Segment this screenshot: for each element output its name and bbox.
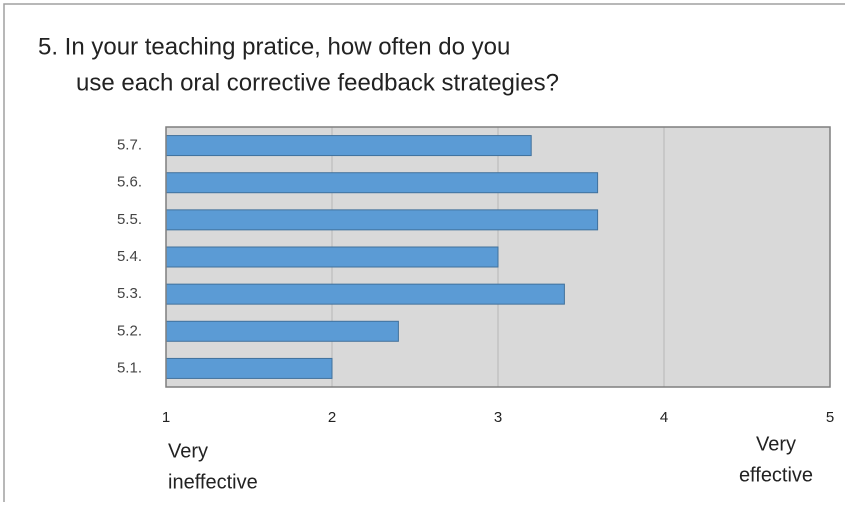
annotation: ineffective (168, 471, 258, 493)
annotation: Very (168, 440, 208, 462)
bar (165, 172, 599, 194)
frame (3, 3, 845, 507)
chart-title: use each oral corrective feedback strate… (76, 69, 559, 96)
bar (165, 209, 599, 231)
x-tick-label: 1 (162, 409, 170, 426)
y-tick-label: 5.6. (117, 174, 142, 191)
y-tick-label: 5.5. (117, 211, 142, 228)
bar (165, 246, 499, 268)
x-tick-label: 4 (660, 409, 668, 426)
annotation: effective (739, 464, 813, 486)
y-tick-label: 5.3. (117, 285, 142, 302)
plot-border (165, 126, 831, 388)
x-tick-label: 3 (494, 409, 502, 426)
bar (165, 357, 333, 379)
bar (165, 283, 565, 305)
annotation: Very (756, 433, 796, 455)
y-tick-label: 5.4. (117, 248, 142, 265)
chart-title: 5. In your teaching pratice, how often d… (38, 33, 510, 60)
bar (165, 320, 399, 342)
x-tick-label: 2 (328, 409, 336, 426)
bar (165, 135, 532, 157)
x-tick-label: 5 (826, 409, 834, 426)
y-tick-label: 5.7. (117, 137, 142, 154)
y-tick-label: 5.2. (117, 322, 142, 339)
y-tick-label: 5.1. (117, 359, 142, 376)
